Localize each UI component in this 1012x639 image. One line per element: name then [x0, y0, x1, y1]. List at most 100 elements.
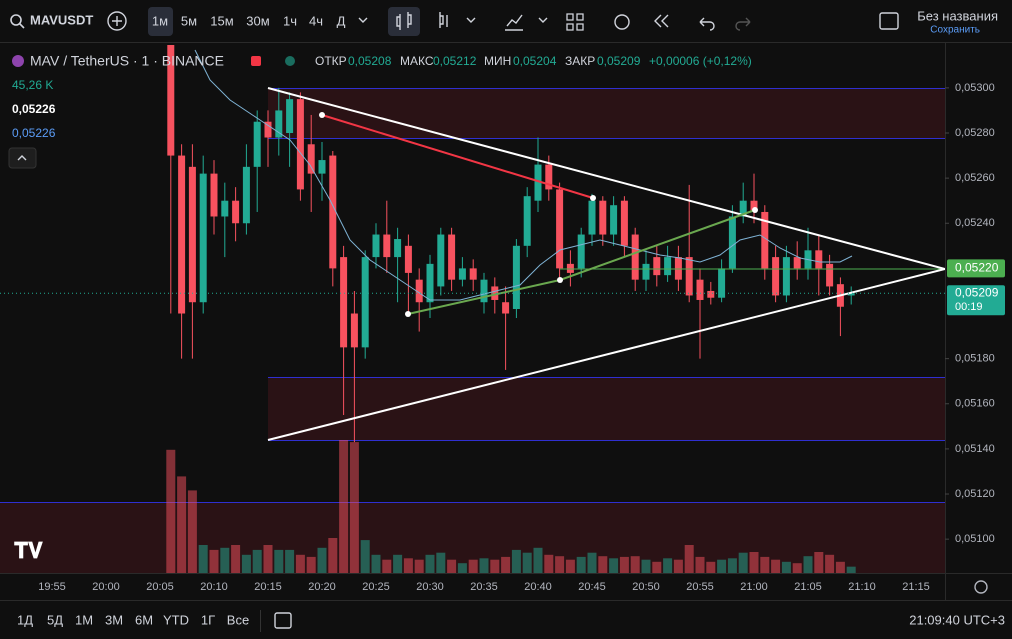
candle-body: [340, 257, 348, 348]
ma-legend: 0,05226: [12, 102, 56, 116]
range[interactable]: 5Д: [47, 612, 63, 627]
undo-icon[interactable]: [699, 17, 715, 31]
symbol[interactable]: MAVUSDT: [30, 12, 93, 27]
candle-body: [329, 155, 337, 269]
volume-bar: [285, 549, 295, 573]
candle-body: [815, 250, 823, 269]
interval[interactable]: Д: [337, 13, 346, 28]
y-tick-label: 0,05180: [955, 353, 995, 365]
candle-body: [383, 234, 391, 258]
candle-body: [718, 268, 726, 298]
dropdown-arrow[interactable]: [466, 17, 476, 23]
range[interactable]: 3М: [105, 612, 123, 627]
candle-body: [318, 160, 326, 174]
volume-bar: [803, 556, 813, 573]
alert-icon[interactable]: [614, 14, 630, 30]
interval[interactable]: 1ч: [283, 13, 297, 28]
indicators-icon[interactable]: [505, 14, 523, 31]
volume-bar: [468, 559, 478, 573]
replay-icon[interactable]: [654, 14, 669, 28]
volume-bar: [738, 552, 748, 573]
candle-body: [664, 257, 672, 276]
clock: 21:09:40 UTC+3: [909, 612, 1005, 627]
redo-icon[interactable]: [735, 17, 751, 31]
anchor[interactable]: [590, 195, 596, 201]
layout-title[interactable]: Без названия: [917, 8, 998, 23]
y-tick-label: 0,05100: [955, 533, 995, 545]
candle-body: [826, 263, 834, 287]
volume-bar: [414, 559, 424, 573]
layouts-icon[interactable]: [566, 13, 584, 31]
compare-button[interactable]: [107, 11, 127, 31]
date-range-icon[interactable]: [274, 612, 292, 629]
layout-icon[interactable]: [879, 12, 899, 30]
candle-body: [631, 234, 639, 280]
candle-body: [372, 234, 380, 258]
candle-body: [577, 234, 585, 269]
volume-bar: [436, 552, 446, 573]
collapse-button[interactable]: [8, 147, 37, 169]
candle-body: [404, 245, 412, 273]
range[interactable]: 6М: [135, 612, 153, 627]
interval[interactable]: 30м: [246, 13, 269, 28]
x-tick-label: 20:45: [578, 581, 606, 593]
range[interactable]: 1Д: [17, 612, 33, 627]
trend-line[interactable]: [321, 114, 594, 199]
volume-bar: [587, 552, 597, 573]
candle-body: [307, 144, 315, 174]
volume-bar: [382, 559, 392, 573]
range[interactable]: Все: [227, 612, 249, 627]
x-tick-label: 20:40: [524, 581, 552, 593]
volume-bar: [403, 558, 413, 573]
x-tick-label: 20:55: [686, 581, 714, 593]
volume-bar: [544, 554, 554, 573]
volume-bar: [209, 549, 219, 573]
candle-body: [361, 257, 369, 348]
candle-body: [426, 263, 434, 303]
zone: [268, 88, 945, 138]
y-tick-label: 0,05260: [955, 172, 995, 184]
bars-icon[interactable]: [439, 12, 448, 28]
range[interactable]: 1М: [75, 612, 93, 627]
candle-body: [480, 279, 488, 303]
volume-legend: 45,26 K: [12, 78, 53, 92]
candle-body: [512, 245, 520, 309]
x-tick-label: 20:10: [200, 581, 228, 593]
volume-bar: [177, 476, 187, 573]
volume-bar: [274, 549, 284, 573]
anchor[interactable]: [319, 112, 325, 118]
candle-body: [847, 293, 855, 296]
candle-body: [394, 239, 402, 258]
settings-icon[interactable]: [974, 580, 988, 594]
interval[interactable]: 15м: [210, 13, 233, 28]
x-tick-label: 20:30: [416, 581, 444, 593]
range[interactable]: 1Г: [201, 612, 215, 627]
dropdown-arrow[interactable]: [358, 17, 368, 23]
interval[interactable]: 1м: [152, 13, 168, 28]
candle-body: [178, 155, 186, 314]
anchor[interactable]: [752, 207, 758, 213]
y-tick-label: 0,05280: [955, 127, 995, 139]
volume-bar: [846, 566, 856, 573]
candle-body: [556, 189, 564, 269]
interval[interactable]: 5м: [181, 13, 197, 28]
chart-type-button[interactable]: [388, 7, 420, 36]
volume-bar: [641, 559, 651, 573]
range[interactable]: YTD: [163, 612, 189, 627]
y-tick-label: 0,05160: [955, 398, 995, 410]
volume-bar: [166, 449, 176, 573]
candle-body: [458, 268, 466, 280]
interval[interactable]: 4ч: [309, 13, 323, 28]
volume-bar: [306, 556, 316, 573]
search-icon[interactable]: [10, 14, 22, 26]
volume-bar: [371, 554, 381, 573]
x-tick-label: 20:00: [92, 581, 120, 593]
candle-body: [275, 110, 283, 138]
triangle[interactable]: [267, 87, 945, 441]
legend-value: 0,05204: [513, 54, 557, 68]
anchor[interactable]: [557, 277, 563, 283]
candle-body: [653, 257, 661, 276]
anchor[interactable]: [405, 311, 411, 317]
candle-body: [782, 257, 790, 296]
dropdown-arrow[interactable]: [538, 17, 548, 23]
